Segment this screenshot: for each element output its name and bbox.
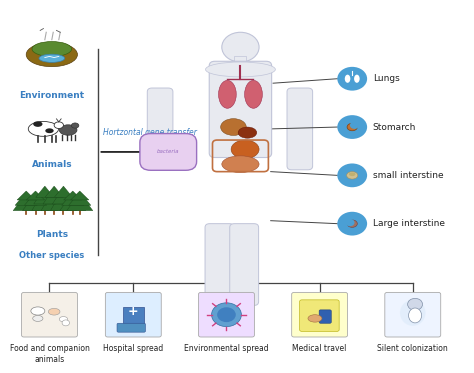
Ellipse shape [48,308,60,315]
Circle shape [345,219,355,226]
FancyBboxPatch shape [147,88,173,170]
Text: Large interstine: Large interstine [373,219,445,228]
Ellipse shape [347,220,357,228]
Circle shape [337,163,367,187]
Polygon shape [34,187,56,204]
Polygon shape [43,187,65,204]
Text: Medical travel: Medical travel [292,344,347,354]
Polygon shape [45,186,63,197]
Ellipse shape [54,122,64,129]
Ellipse shape [28,122,59,137]
Circle shape [217,307,236,322]
Ellipse shape [59,125,77,135]
Ellipse shape [231,140,259,159]
Text: Other species: Other species [19,251,84,260]
Ellipse shape [349,172,356,176]
FancyBboxPatch shape [300,300,339,332]
Polygon shape [17,191,36,200]
Ellipse shape [26,43,77,67]
Polygon shape [50,188,76,211]
FancyBboxPatch shape [123,307,144,328]
Text: bacteria: bacteria [157,150,180,154]
Ellipse shape [238,127,257,138]
Circle shape [408,298,422,310]
Text: Plants: Plants [36,230,68,239]
Polygon shape [13,193,39,211]
Text: Hortzontal gene transfer: Hortzontal gene transfer [103,128,197,137]
Text: +: + [128,305,138,318]
FancyBboxPatch shape [287,88,313,170]
Polygon shape [36,186,54,197]
FancyBboxPatch shape [21,292,77,337]
Circle shape [211,303,241,327]
Polygon shape [62,192,84,205]
Ellipse shape [347,123,357,131]
Ellipse shape [345,75,350,83]
Text: Animals: Animals [31,160,72,169]
Polygon shape [41,188,67,211]
Ellipse shape [409,308,421,323]
FancyBboxPatch shape [230,224,259,305]
FancyBboxPatch shape [199,292,255,337]
FancyBboxPatch shape [205,224,234,305]
Polygon shape [69,192,91,205]
Circle shape [337,67,367,91]
Ellipse shape [33,121,43,127]
Polygon shape [25,192,46,205]
Text: small interstine: small interstine [373,171,443,180]
Ellipse shape [31,307,45,315]
FancyBboxPatch shape [292,292,347,337]
Polygon shape [67,193,93,211]
Ellipse shape [245,81,262,108]
Ellipse shape [220,119,246,135]
Ellipse shape [219,81,236,108]
FancyBboxPatch shape [234,56,246,66]
Ellipse shape [206,62,275,77]
Ellipse shape [400,300,426,326]
Polygon shape [71,191,89,200]
Polygon shape [60,193,86,211]
Ellipse shape [33,316,43,322]
FancyBboxPatch shape [140,134,197,170]
Text: Hospital spread: Hospital spread [103,344,164,354]
Polygon shape [32,188,58,211]
Ellipse shape [354,75,360,83]
Ellipse shape [72,123,79,128]
FancyBboxPatch shape [105,292,161,337]
Ellipse shape [46,128,54,133]
Text: Silent colonization: Silent colonization [377,344,448,354]
Text: Environmental spread: Environmental spread [184,344,269,354]
Text: Food and companion
animals: Food and companion animals [9,344,90,364]
Ellipse shape [346,172,358,179]
Polygon shape [52,187,74,204]
Polygon shape [27,191,45,200]
Ellipse shape [59,317,68,322]
Text: Stomarch: Stomarch [373,123,416,132]
Text: Lungs: Lungs [373,74,400,83]
Circle shape [62,320,70,326]
Polygon shape [22,193,48,211]
FancyBboxPatch shape [319,310,331,323]
Ellipse shape [32,41,72,56]
FancyBboxPatch shape [209,61,272,157]
Ellipse shape [308,315,322,322]
Circle shape [337,212,367,236]
Text: Environment: Environment [19,91,84,100]
Ellipse shape [222,156,259,173]
Polygon shape [64,191,82,200]
Circle shape [222,32,259,62]
Ellipse shape [39,54,64,62]
FancyBboxPatch shape [117,323,146,332]
Polygon shape [15,192,37,205]
Polygon shape [55,186,73,197]
Circle shape [350,122,359,129]
Circle shape [337,115,367,139]
FancyBboxPatch shape [385,292,441,337]
